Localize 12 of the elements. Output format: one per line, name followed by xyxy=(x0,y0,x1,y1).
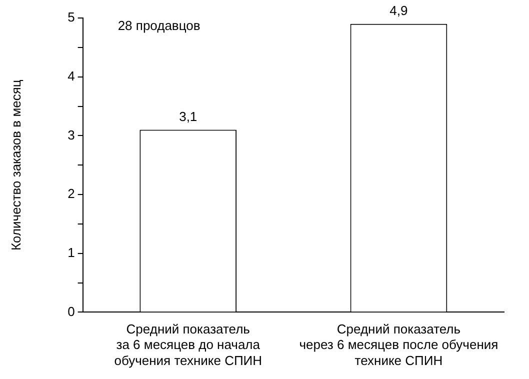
y-tick-label: 2 xyxy=(68,186,75,202)
data-label: 4,9 xyxy=(390,2,408,18)
y-tick-label: 1 xyxy=(68,244,75,260)
x-tick-label: Средний показатель через 6 месяцев после обучения технике СПИН xyxy=(299,322,498,368)
data-label: 3,1 xyxy=(179,108,198,124)
y-tick-label: 4 xyxy=(68,68,75,84)
y-axis-title: Количество заказов в месяц xyxy=(8,79,24,251)
x-tick-label: Средний показатель за 6 месяцев до начала обучения технике СПИН xyxy=(114,322,262,368)
y-tick-label: 5 xyxy=(68,10,75,25)
y-tick-label: 0 xyxy=(68,304,75,319)
y-tick-label: 3 xyxy=(68,127,75,142)
annotation: 28 продавцов xyxy=(118,18,200,34)
